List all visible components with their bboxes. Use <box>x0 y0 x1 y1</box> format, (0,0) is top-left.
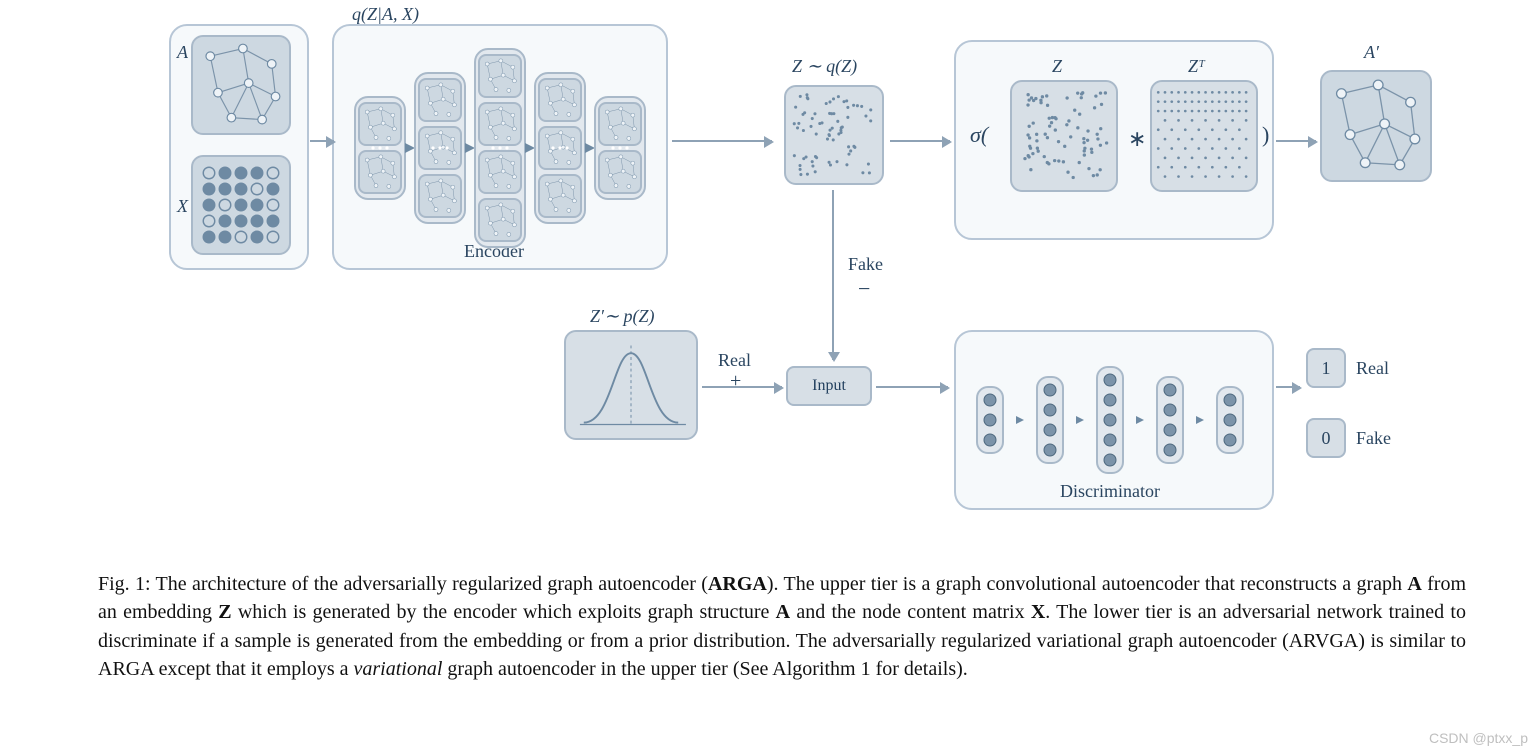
input-box-text: Input <box>812 377 846 395</box>
minus-label: − <box>858 276 870 302</box>
output-fake-box: 0 <box>1306 418 1346 458</box>
encoder-tile <box>478 150 522 194</box>
figure-caption: Fig. 1: The architecture of the adversar… <box>98 570 1466 684</box>
graph-a-icon <box>193 37 289 133</box>
arrow-disc-to-out <box>1276 386 1300 388</box>
encoder-tile <box>538 174 582 218</box>
cap-variational: variational <box>354 658 443 680</box>
scatter-z-icon <box>786 87 882 183</box>
cap-A2: A <box>776 601 790 623</box>
arrow-encoder-to-z <box>672 140 772 142</box>
cap-X: X <box>1031 601 1045 623</box>
encoder-tile <box>478 54 522 98</box>
encoder-title: q(Z|A, X) <box>352 4 419 25</box>
cap-Z: Z <box>218 601 231 623</box>
gaussian-icon <box>566 332 696 438</box>
label-a: A <box>177 42 188 63</box>
block-prior <box>564 330 698 440</box>
encoder-tile <box>358 150 402 194</box>
cap-prefix: Fig. 1: The architecture of the adversar… <box>98 573 708 595</box>
sigma-close: ) <box>1262 122 1269 148</box>
discriminator-input-box: Input <box>786 366 872 406</box>
output-real-value: 1 <box>1322 358 1331 379</box>
watermark: CSDN @ptxx_p <box>1429 730 1528 746</box>
encoder-tile <box>478 102 522 146</box>
architecture-diagram: A X q(Z|A, X) Encoder Z ∼ q(Z) σ( Z ∗ Zᵀ… <box>0 0 1536 752</box>
cap-A: A <box>1407 573 1421 595</box>
block-adjacency <box>191 35 291 135</box>
feature-grid-icon <box>193 157 289 253</box>
z-title: Z ∼ q(Z) <box>792 56 857 77</box>
sigma-open: σ( <box>970 122 988 148</box>
arrow-input-to-disc <box>876 386 948 388</box>
cap-mid4: and the node content matrix <box>790 601 1031 623</box>
arrow-z-to-input <box>832 190 834 360</box>
encoder-tile <box>538 78 582 122</box>
encoder-tile <box>598 102 642 146</box>
label-zmat: Z <box>1052 56 1062 77</box>
plus-label: + <box>730 370 741 393</box>
discriminator-name: Discriminator <box>1060 481 1160 502</box>
scatter-zm-icon <box>1012 82 1116 190</box>
output-fake-value: 0 <box>1322 428 1331 449</box>
label-aprime: A′ <box>1364 42 1379 63</box>
real-label: Real <box>718 350 751 371</box>
encoder-tile <box>418 78 462 122</box>
block-features <box>191 155 291 255</box>
arrow-z-to-decoder <box>890 140 950 142</box>
encoder-tile <box>418 174 462 218</box>
cap-mid1: ). The upper tier is a graph convolution… <box>767 573 1407 595</box>
label-zt: Zᵀ <box>1188 56 1205 77</box>
label-x: X <box>177 196 188 217</box>
fake-label: Fake <box>848 254 883 275</box>
zprime-title: Z′∼ p(Z) <box>590 306 655 327</box>
cap-mid3: which is generated by the encoder which … <box>232 601 776 623</box>
encoder-tile <box>478 198 522 242</box>
cap-arga: ARGA <box>708 573 767 595</box>
arrow-input-to-encoder <box>310 140 334 142</box>
block-z-matrix <box>1010 80 1118 192</box>
graph-aprime-icon <box>1322 72 1430 180</box>
arrow-decoder-to-aprime <box>1276 140 1316 142</box>
encoder-tile <box>358 102 402 146</box>
stripe-zt-icon <box>1152 82 1256 190</box>
cap-tail: graph autoencoder in the upper tier (See… <box>442 658 967 680</box>
output-real-box: 1 <box>1306 348 1346 388</box>
encoder-tile <box>598 150 642 194</box>
block-aprime <box>1320 70 1432 182</box>
block-zt-matrix <box>1150 80 1258 192</box>
arrow-prior-to-input <box>702 386 782 388</box>
output-real-label: Real <box>1356 358 1389 379</box>
multiply-symbol: ∗ <box>1128 126 1146 152</box>
block-z <box>784 85 884 185</box>
output-fake-label: Fake <box>1356 428 1391 449</box>
